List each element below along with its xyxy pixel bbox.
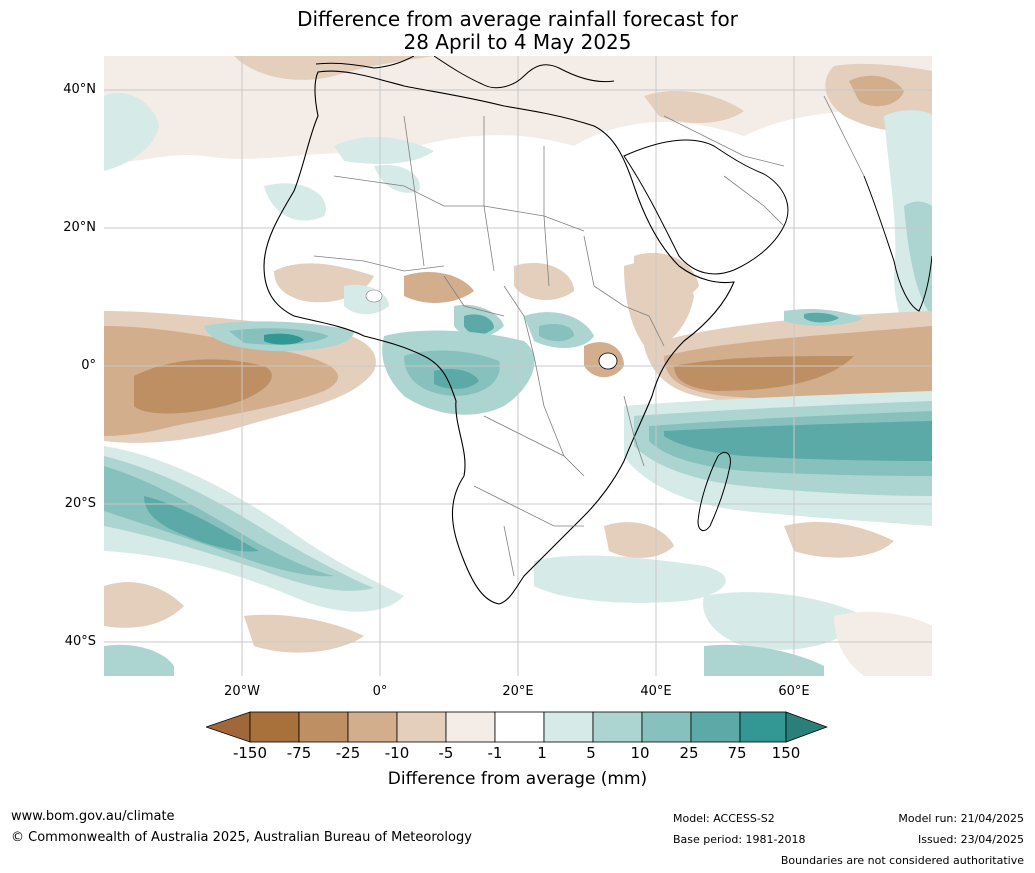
map-title: Difference from average rainfall forecas…	[0, 8, 1035, 54]
arabia-coastline	[623, 139, 789, 275]
legend-tick: -75	[286, 744, 312, 762]
legend-tick: -150	[232, 744, 268, 762]
base-period-text: Base period: 1981-2018	[673, 833, 806, 846]
legend-tick: 25	[679, 744, 699, 762]
legend-title: Difference from average (mm)	[387, 769, 648, 789]
lon-label-20e: 20°E	[502, 684, 534, 699]
model-run-text: Model run: 21/04/2025	[898, 812, 1024, 825]
legend-tick: 1	[537, 744, 547, 762]
legend-tick: -1	[487, 744, 503, 762]
legend-tick: 75	[727, 744, 747, 762]
lat-label-20n: 20°N	[63, 220, 96, 235]
legend-tick: 150	[771, 744, 801, 762]
lat-label-20s: 20°S	[64, 496, 96, 511]
legend-tick: 5	[586, 744, 596, 762]
lon-label-0: 0°	[372, 684, 388, 699]
lat-label-40n: 40°N	[63, 82, 96, 97]
legend-tick: -5	[438, 744, 454, 762]
rainfall-anomaly-map	[104, 56, 932, 676]
europe-coastline	[315, 56, 615, 89]
legend-tick: -25	[335, 744, 361, 762]
lon-label-20w: 20°W	[224, 684, 260, 699]
legend-tick: -10	[384, 744, 410, 762]
lon-label-40e: 40°E	[640, 684, 672, 699]
legend-tick: 10	[630, 744, 650, 762]
issued-text: Issued: 23/04/2025	[917, 833, 1024, 846]
website-link[interactable]: www.bom.gov.au/climate	[11, 809, 175, 824]
color-legend	[204, 711, 829, 743]
title-line-1: Difference from average rainfall forecas…	[297, 7, 738, 31]
title-line-2: 28 April to 4 May 2025	[403, 30, 632, 54]
lat-label-0: 0°	[81, 358, 96, 373]
africa-coastline	[263, 70, 735, 605]
india-coastline	[863, 175, 932, 312]
lon-label-60e: 60°E	[778, 684, 810, 699]
lat-label-40s: 40°S	[64, 634, 96, 649]
model-text: Model: ACCESS-S2	[673, 812, 775, 825]
disclaimer-text: Boundaries are not considered authoritat…	[780, 854, 1024, 867]
madagascar-outline	[697, 451, 731, 532]
copyright-text: © Commonwealth of Australia 2025, Austra…	[11, 830, 472, 845]
